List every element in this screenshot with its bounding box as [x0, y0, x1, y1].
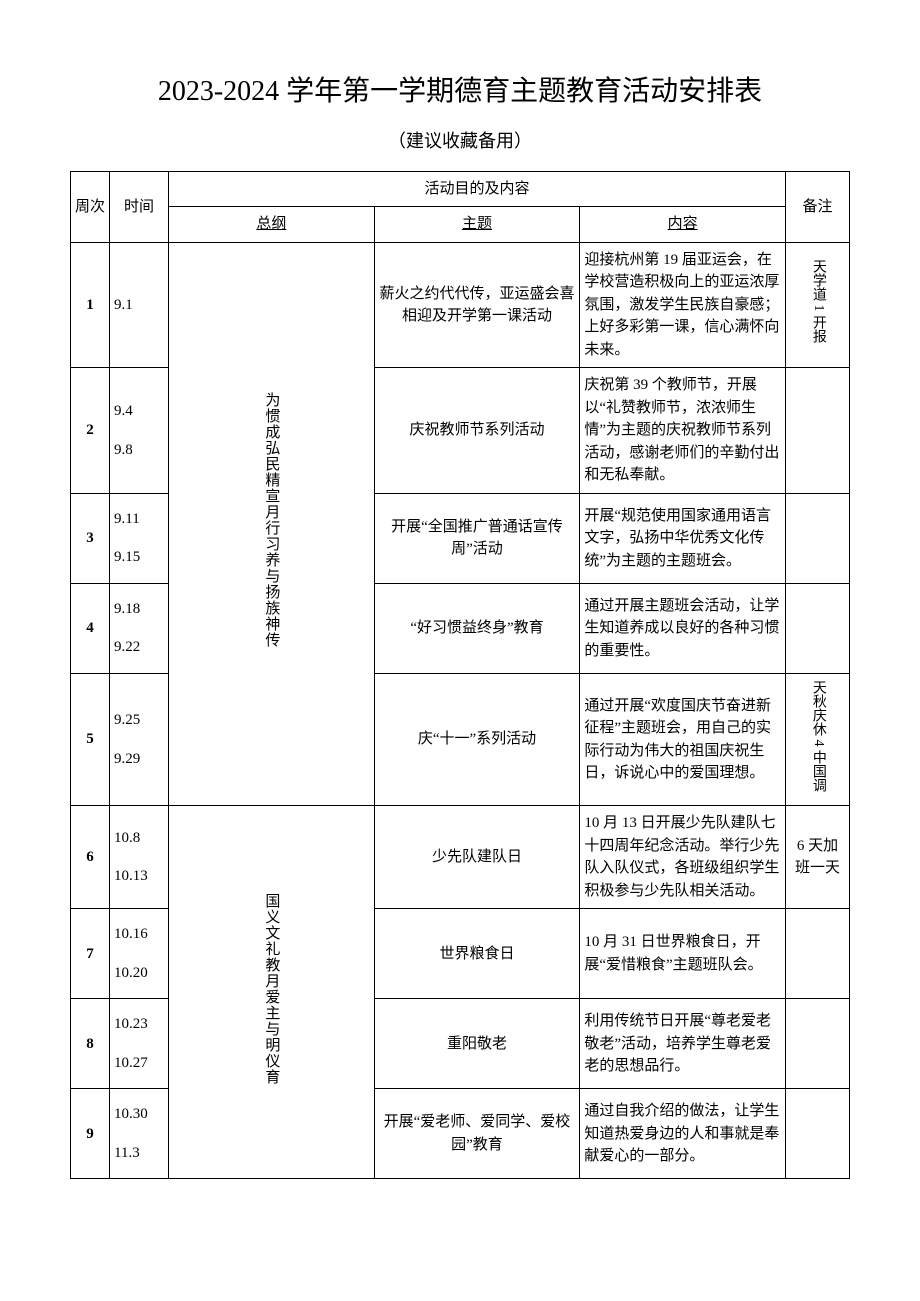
remark-cell: [786, 583, 850, 673]
outline-text-1: 为惯成弘民精宣月行习养与扬族神传: [262, 392, 280, 648]
time-start: 10.30: [114, 1095, 164, 1134]
theme-cell: 少先队建队日: [374, 806, 580, 909]
remark-text: 天秋庆休 4 中国调: [809, 680, 826, 792]
theme-cell: 世界粮食日: [374, 909, 580, 999]
time-start: 10.16: [114, 915, 164, 954]
theme-cell: 开展“全国推广普通话宣传周”活动: [374, 493, 580, 583]
content-cell: 通过开展主题班会活动，让学生知道养成以良好的各种习惯的重要性。: [580, 583, 786, 673]
time-end: 10.27: [114, 1044, 164, 1083]
time-start: 10.23: [114, 1005, 164, 1044]
week-cell: 5: [71, 673, 110, 806]
outline-cell-2: 国义文礼教月爱主与明仪育: [169, 806, 375, 1179]
content-cell: 通过开展“欢度国庆节奋进新征程”主题班会，用自己的实际行动为伟大的祖国庆祝生日，…: [580, 673, 786, 806]
theme-cell: 庆“十一”系列活动: [374, 673, 580, 806]
content-cell: 庆祝第 39 个教师节，开展以“礼赞教师节，浓浓师生情”为主题的庆祝教师节系列活…: [580, 368, 786, 494]
content-cell: 10 月 31 日世界粮食日，开展“爱惜粮食”主题班队会。: [580, 909, 786, 999]
page-subtitle: （建议收藏备用）: [70, 127, 850, 153]
time-start: 9.18: [114, 590, 164, 629]
week-cell: 3: [71, 493, 110, 583]
table-row: 6 10.8 10.13 国义文礼教月爱主与明仪育 少先队建队日 10 月 13…: [71, 806, 850, 909]
header-row-2: 总纲 主题 内容: [71, 207, 850, 243]
time-start: 10.8: [114, 819, 164, 858]
week-cell: 9: [71, 1089, 110, 1179]
time-end: 9.15: [114, 538, 164, 577]
remark-cell: 天学道 1 开报: [786, 242, 850, 368]
time-end: 9.29: [114, 740, 164, 779]
remark-cell: 天秋庆休 4 中国调: [786, 673, 850, 806]
time-cell: 9.18 9.22: [110, 583, 169, 673]
content-cell: 利用传统节日开展“尊老爱老敬老”活动，培养学生尊老爱老的思想品行。: [580, 999, 786, 1089]
header-theme: 主题: [374, 207, 580, 243]
schedule-table: 周次 时间 活动目的及内容 备注 总纲 主题 内容 1 9.1 为惯成弘民精宣月…: [70, 171, 850, 1180]
content-cell: 开展“规范使用国家通用语言文字，弘扬中华优秀文化传统”为主题的主题班会。: [580, 493, 786, 583]
time-cell: 10.8 10.13: [110, 806, 169, 909]
remark-text: 天学道 1 开报: [809, 259, 826, 343]
time-cell: 10.30 11.3: [110, 1089, 169, 1179]
header-remark: 备注: [786, 171, 850, 242]
header-week: 周次: [71, 171, 110, 242]
header-time: 时间: [110, 171, 169, 242]
time-cell: 9.25 9.29: [110, 673, 169, 806]
time-cell: 10.16 10.20: [110, 909, 169, 999]
remark-cell: [786, 909, 850, 999]
remark-cell: [786, 493, 850, 583]
page-title: 2023-2024 学年第一学期德育主题教育活动安排表: [70, 69, 850, 109]
time-start: 9.25: [114, 701, 164, 740]
week-cell: 7: [71, 909, 110, 999]
content-cell: 通过自我介绍的做法，让学生知道热爱身边的人和事就是奉献爱心的一部分。: [580, 1089, 786, 1179]
theme-cell: “好习惯益终身”教育: [374, 583, 580, 673]
header-activity: 活动目的及内容: [169, 171, 786, 207]
time-end: 10.20: [114, 954, 164, 993]
week-cell: 8: [71, 999, 110, 1089]
header-row-1: 周次 时间 活动目的及内容 备注: [71, 171, 850, 207]
time-start: 9.4: [114, 392, 164, 431]
time-end: 9.8: [114, 431, 164, 470]
theme-cell: 薪火之约代代传，亚运盛会喜相迎及开学第一课活动: [374, 242, 580, 368]
remark-cell: 6 天加班一天: [786, 806, 850, 909]
content-cell: 迎接杭州第 19 届亚运会，在学校营造积极向上的亚运浓厚氛围，激发学生民族自豪感…: [580, 242, 786, 368]
time-start: 9.11: [114, 500, 164, 539]
table-row: 1 9.1 为惯成弘民精宣月行习养与扬族神传 薪火之约代代传，亚运盛会喜相迎及开…: [71, 242, 850, 368]
time-cell: 9.4 9.8: [110, 368, 169, 494]
week-cell: 2: [71, 368, 110, 494]
time-end: 9.22: [114, 628, 164, 667]
content-cell: 10 月 13 日开展少先队建队七十四周年纪念活动。举行少先队入队仪式，各班级组…: [580, 806, 786, 909]
time-cell: 9.11 9.15: [110, 493, 169, 583]
header-outline: 总纲: [169, 207, 375, 243]
theme-cell: 重阳敬老: [374, 999, 580, 1089]
week-cell: 1: [71, 242, 110, 368]
theme-cell: 开展“爱老师、爱同学、爱校园”教育: [374, 1089, 580, 1179]
remark-cell: [786, 999, 850, 1089]
theme-cell: 庆祝教师节系列活动: [374, 368, 580, 494]
header-content: 内容: [580, 207, 786, 243]
outline-cell-1: 为惯成弘民精宣月行习养与扬族神传: [169, 242, 375, 806]
time-cell: 9.1: [110, 242, 169, 368]
time-end: 10.13: [114, 857, 164, 896]
remark-cell: [786, 368, 850, 494]
remark-cell: [786, 1089, 850, 1179]
outline-text-2: 国义文礼教月爱主与明仪育: [262, 893, 280, 1085]
week-cell: 6: [71, 806, 110, 909]
time-cell: 10.23 10.27: [110, 999, 169, 1089]
week-cell: 4: [71, 583, 110, 673]
time-end: 11.3: [114, 1134, 164, 1173]
